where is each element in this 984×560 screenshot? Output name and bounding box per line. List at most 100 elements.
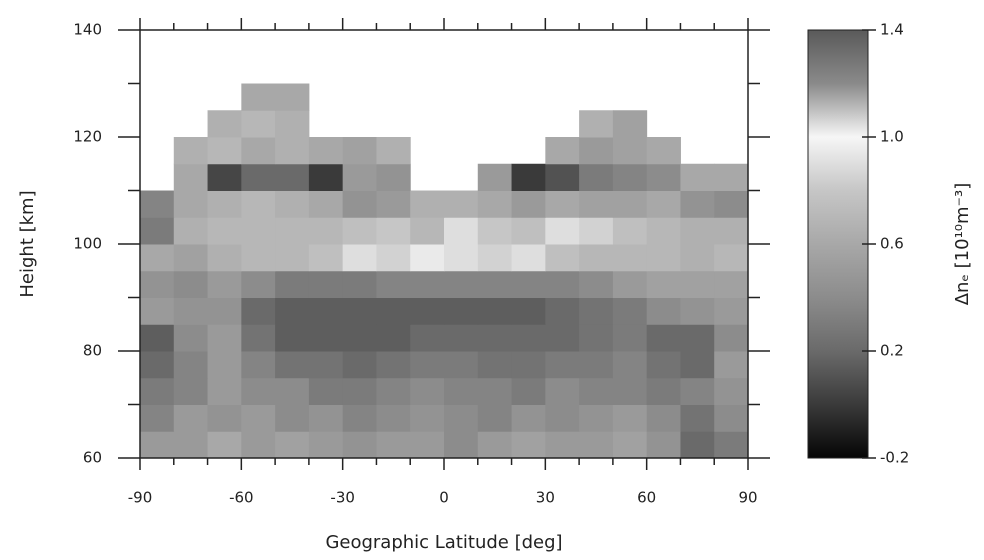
heatmap-cell <box>680 191 714 218</box>
heatmap-cell <box>174 191 208 218</box>
heatmap-cell <box>275 351 309 378</box>
heatmap-cell <box>275 110 309 137</box>
heatmap-cell <box>241 191 275 218</box>
heatmap-cell <box>241 137 275 164</box>
heatmap-cell <box>410 191 444 218</box>
heatmap-cell <box>376 405 410 432</box>
heatmap-cell <box>309 164 343 191</box>
heatmap-cell <box>208 137 242 164</box>
heatmap-cell <box>241 405 275 432</box>
heatmap-cell <box>714 191 748 218</box>
heatmap-cell <box>714 431 748 458</box>
heatmap-cell <box>241 271 275 298</box>
heatmap-cell <box>174 164 208 191</box>
page: Geographic Latitude [deg] Height [km] Δn… <box>0 0 984 560</box>
heatmap-cell <box>478 191 512 218</box>
heatmap-cell <box>208 244 242 271</box>
heatmap-cell <box>208 217 242 244</box>
heatmap-cell <box>579 324 613 351</box>
heatmap-cell <box>512 351 546 378</box>
heatmap-cell <box>579 217 613 244</box>
heatmap-cell <box>410 298 444 325</box>
heatmap-cell <box>410 217 444 244</box>
heatmap-cell <box>680 217 714 244</box>
heatmap-cell <box>140 405 174 432</box>
heatmap-cell <box>613 217 647 244</box>
x-axis-title: Geographic Latitude [deg] <box>325 532 562 553</box>
heatmap-cell <box>376 244 410 271</box>
heatmap-cell <box>613 298 647 325</box>
heatmap-cell <box>275 244 309 271</box>
heatmap-cell <box>241 378 275 405</box>
heatmap-cell <box>309 137 343 164</box>
heatmap-cell <box>478 431 512 458</box>
heatmap-cell <box>343 271 377 298</box>
heatmap-cell <box>478 271 512 298</box>
heatmap-cell <box>647 271 681 298</box>
heatmap-cell <box>140 271 174 298</box>
heatmap-cell <box>241 324 275 351</box>
heatmap-cell <box>275 137 309 164</box>
x-tick-label: -90 <box>128 489 153 507</box>
heatmap-cell <box>545 378 579 405</box>
heatmap-cell <box>241 110 275 137</box>
heatmap-cell <box>309 271 343 298</box>
heatmap-cell <box>579 298 613 325</box>
x-tick-label: 60 <box>637 489 656 507</box>
heatmap-cell <box>343 137 377 164</box>
heatmap-cell <box>579 244 613 271</box>
heatmap-cell <box>545 271 579 298</box>
heatmap-cell <box>241 164 275 191</box>
heatmap-cell <box>613 378 647 405</box>
heatmap-cell <box>478 244 512 271</box>
heatmap-cell <box>309 244 343 271</box>
heatmap-cell <box>647 378 681 405</box>
heatmap-cell <box>647 164 681 191</box>
heatmap-cell <box>275 324 309 351</box>
heatmap-cell <box>680 298 714 325</box>
heatmap-cell <box>376 191 410 218</box>
heatmap-cell <box>208 405 242 432</box>
x-tick-label: 0 <box>439 489 449 507</box>
heatmap-cell <box>512 378 546 405</box>
heatmap-cell <box>512 324 546 351</box>
colorbar-title: Δnₑ [10¹⁰m⁻³] <box>952 183 973 306</box>
heatmap-cell <box>478 378 512 405</box>
y-tick-label: 100 <box>73 235 102 253</box>
y-axis-title: Height [km] <box>17 190 38 297</box>
heatmap-cell <box>478 324 512 351</box>
heatmap-cell <box>174 351 208 378</box>
heatmap-cell <box>275 191 309 218</box>
heatmap-cell <box>545 431 579 458</box>
heatmap-cell <box>275 405 309 432</box>
heatmap-cell <box>579 271 613 298</box>
heatmap-cell <box>174 298 208 325</box>
heatmap-cell <box>680 351 714 378</box>
heatmap-cell <box>613 110 647 137</box>
heatmap-cell <box>613 244 647 271</box>
heatmap-cell <box>309 405 343 432</box>
heatmap-cell <box>174 405 208 432</box>
x-tick-label: -30 <box>330 489 355 507</box>
heatmap-cell <box>512 244 546 271</box>
heatmap-cell <box>343 324 377 351</box>
heatmap-cell <box>309 191 343 218</box>
heatmap-cell <box>410 378 444 405</box>
heatmap-cell <box>376 298 410 325</box>
heatmap-cell <box>140 378 174 405</box>
heatmap-cell <box>545 405 579 432</box>
heatmap-cell <box>309 324 343 351</box>
heatmap-cell <box>309 217 343 244</box>
heatmap-cell <box>208 191 242 218</box>
heatmap-cell <box>309 351 343 378</box>
heatmap-cell <box>410 405 444 432</box>
heatmap-cell <box>309 378 343 405</box>
heatmap-cell <box>241 84 275 111</box>
heatmap-cell <box>208 431 242 458</box>
heatmap-cell <box>545 217 579 244</box>
heatmap-cell <box>140 324 174 351</box>
heatmap-cell <box>309 298 343 325</box>
heatmap-cell <box>410 244 444 271</box>
heatmap-cell <box>444 298 478 325</box>
heatmap-cell <box>343 431 377 458</box>
